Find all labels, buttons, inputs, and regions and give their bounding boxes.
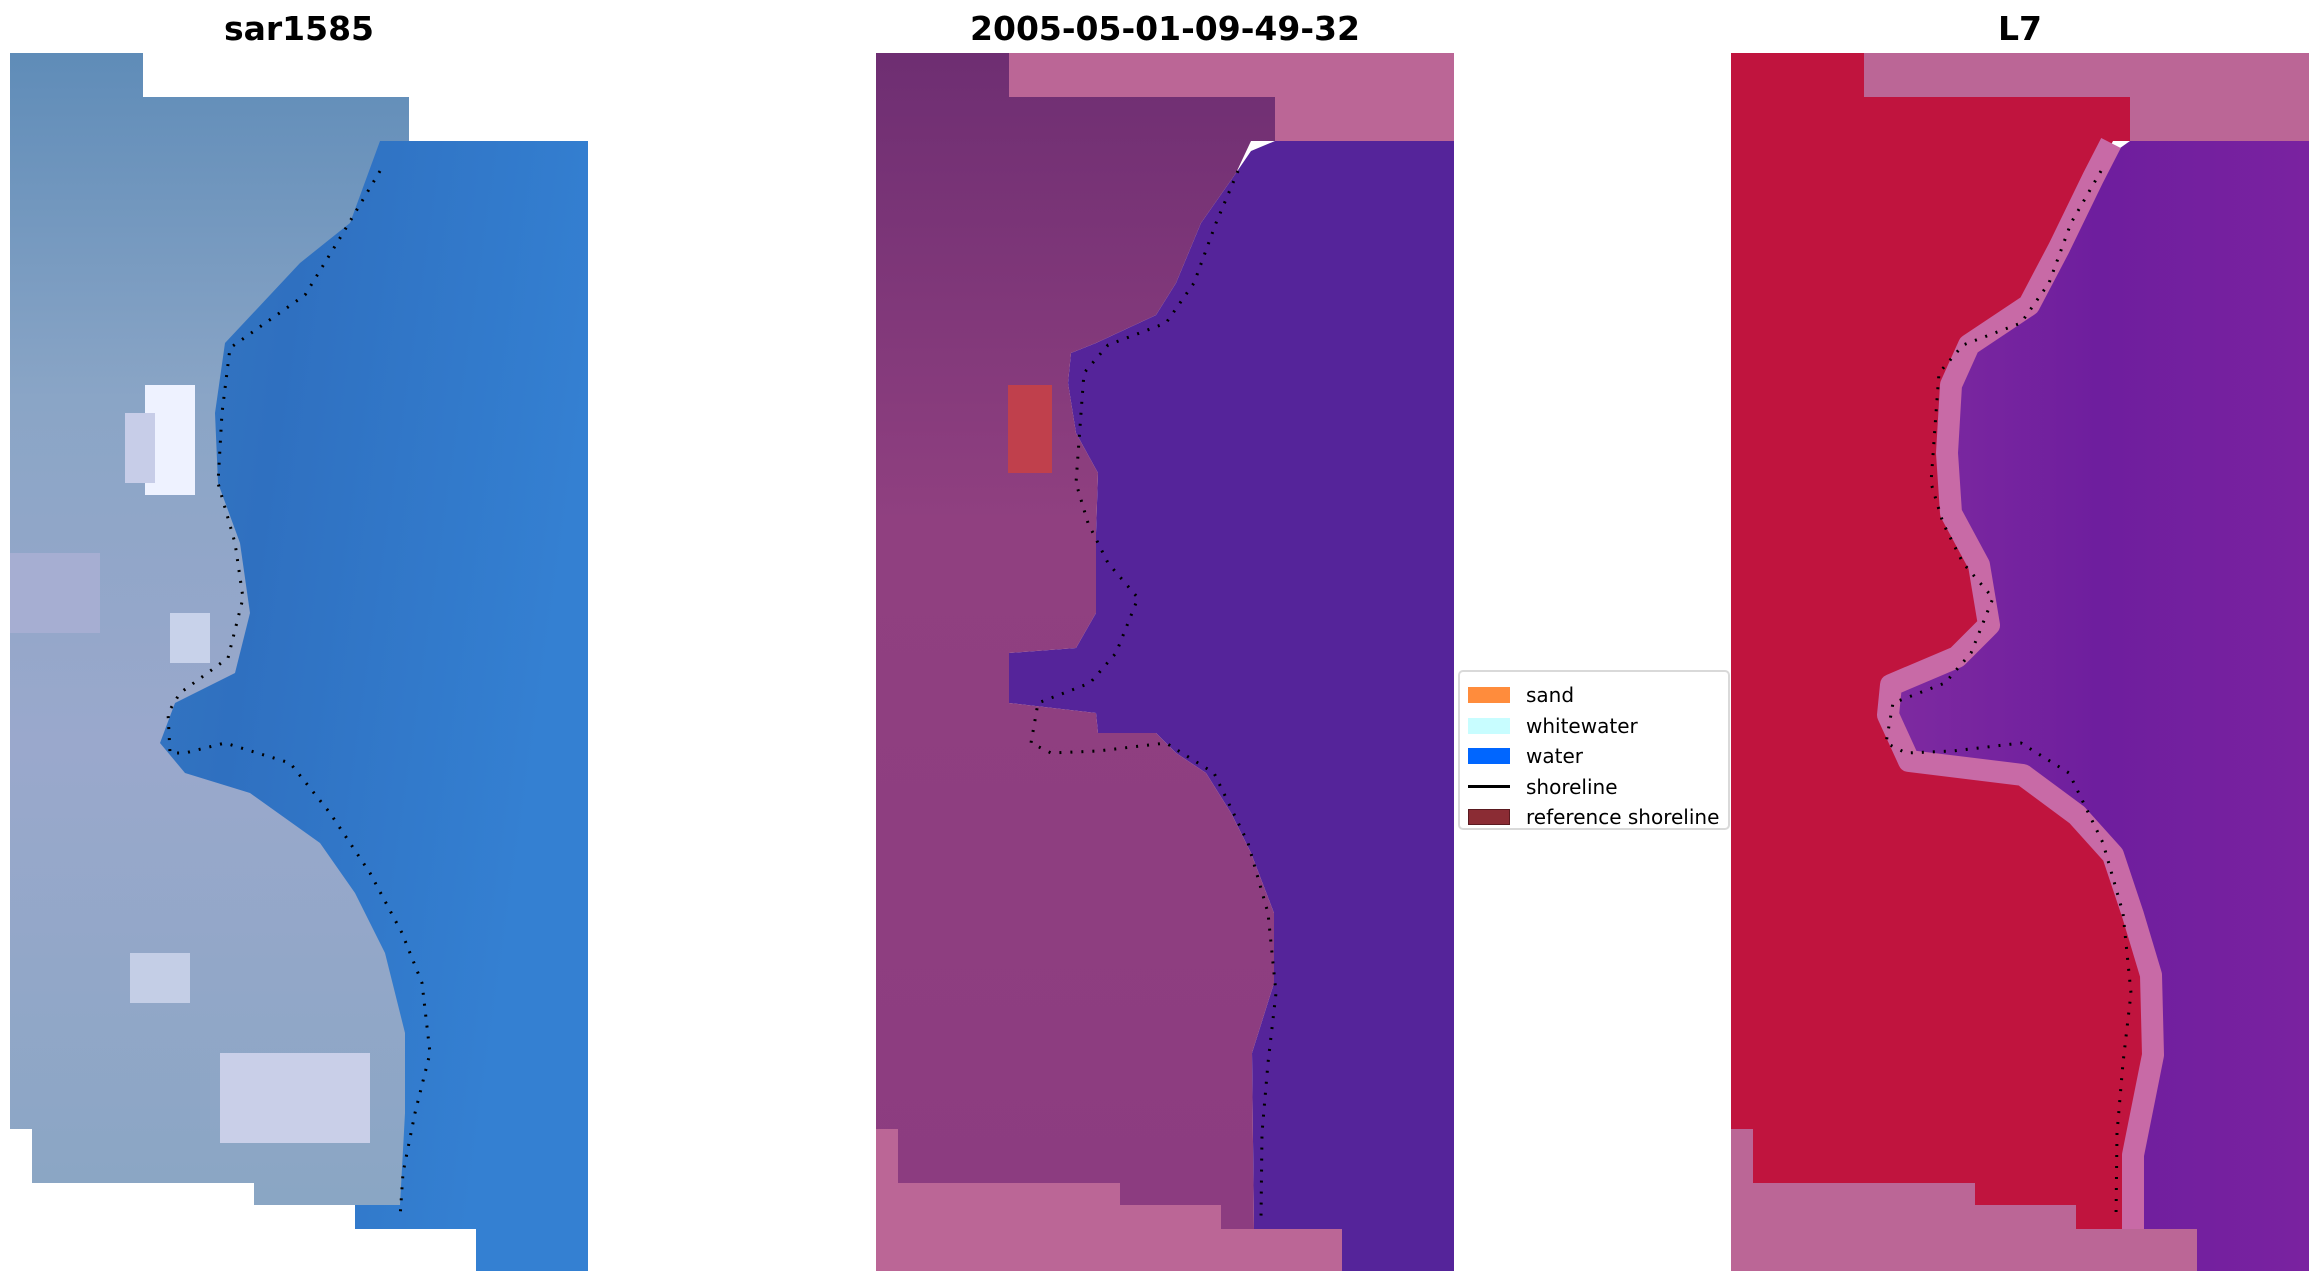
shoreline-line-swatch	[1468, 785, 1510, 789]
classified-nodata-bottom	[876, 1129, 1342, 1271]
mndwi-image-panel	[1731, 53, 2309, 1271]
panel-title-rgb: sar1585	[223, 9, 375, 48]
legend-item-shoreline: shoreline	[1468, 772, 1718, 803]
classified-shoreline	[1029, 170, 1278, 1219]
sand-swatch	[1468, 687, 1510, 704]
legend-item-whitewater: whitewater	[1468, 711, 1718, 742]
legend-label-shoreline: shoreline	[1526, 774, 1618, 799]
whitewater-swatch	[1468, 717, 1510, 734]
legend-label-reference-shoreline: reference shoreline	[1526, 805, 1720, 830]
water-swatch	[1468, 748, 1510, 765]
classified-reference-patch	[1008, 385, 1052, 473]
mndwi-water-area	[1891, 141, 2309, 1271]
mndwi-nodata-bottom	[1731, 1129, 2197, 1271]
mndwi-transition-band	[1877, 137, 2164, 1229]
legend-label-whitewater: whitewater	[1526, 713, 1638, 738]
panel-title-classified: 2005-05-01-09-49-32	[970, 9, 1360, 48]
legend-label-sand: sand	[1526, 683, 1575, 708]
classified-water-area	[1009, 141, 1454, 1271]
legend-label-water: water	[1526, 744, 1583, 769]
legend-item-sand: sand	[1468, 680, 1718, 711]
classified-image-panel	[876, 53, 1454, 1271]
reference-shoreline-swatch	[1468, 809, 1510, 826]
classified-land-area	[876, 53, 1275, 1229]
rgb-image-panel	[10, 53, 588, 1271]
panel-title-mndwi: L7	[1998, 9, 2042, 48]
legend-item-water: water	[1468, 741, 1718, 772]
legend-item-reference-shoreline: reference shoreline	[1468, 802, 1720, 833]
legend: sand whitewater water shoreline referenc…	[1458, 670, 1730, 830]
mndwi-land-area	[1731, 53, 2151, 1229]
